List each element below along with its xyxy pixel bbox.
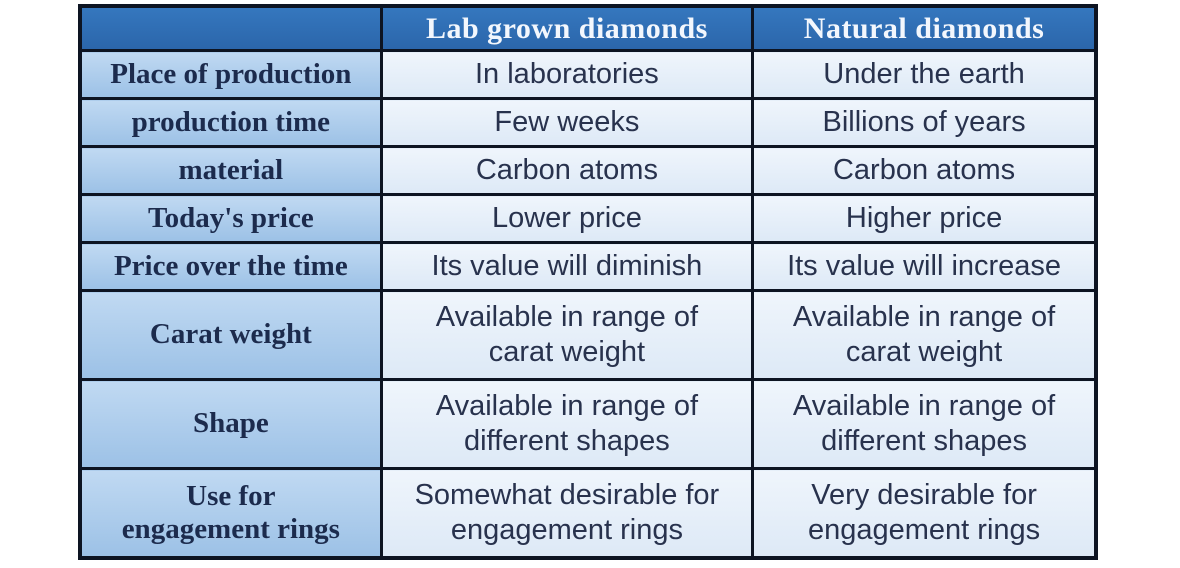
row-label: Today's price — [78, 193, 383, 244]
row-label: Shape — [78, 378, 383, 470]
natural-cell: Carbon atoms — [751, 145, 1098, 196]
lab-grown-cell: Carbon atoms — [379, 145, 755, 196]
row-label: material — [78, 145, 383, 196]
natural-cell: Its value will increase — [751, 241, 1098, 292]
header-lab-grown-diamonds: Lab grown diamonds — [379, 4, 755, 52]
lab-grown-cell: Somewhat desirable for engagement rings — [379, 467, 755, 560]
row-place-of-production: Place of production In laboratories Unde… — [78, 49, 1098, 100]
row-carat-weight: Carat weight Available in range of carat… — [78, 289, 1098, 381]
lab-grown-cell: In laboratories — [379, 49, 755, 100]
row-todays-price: Today's price Lower price Higher price — [78, 193, 1098, 244]
row-shape: Shape Available in range of different sh… — [78, 378, 1098, 470]
lab-grown-cell: Its value will diminish — [379, 241, 755, 292]
row-label: production time — [78, 97, 383, 148]
header-natural-diamonds: Natural diamonds — [751, 4, 1098, 52]
row-price-over-time: Price over the time Its value will dimin… — [78, 241, 1098, 292]
row-production-time: production time Few weeks Billions of ye… — [78, 97, 1098, 148]
row-label: Carat weight — [78, 289, 383, 381]
natural-cell: Billions of years — [751, 97, 1098, 148]
natural-cell: Available in range of different shapes — [751, 378, 1098, 470]
natural-cell: Higher price — [751, 193, 1098, 244]
row-label: Place of production — [78, 49, 383, 100]
row-use-for-engagement-rings: Use for engagement rings Somewhat desira… — [78, 467, 1098, 560]
header-corner-cell — [78, 4, 383, 52]
row-material: material Carbon atoms Carbon atoms — [78, 145, 1098, 196]
diamond-comparison-table-wrap: Lab grown diamonds Natural diamonds Plac… — [78, 4, 1098, 560]
row-label: Use for engagement rings — [78, 467, 383, 560]
lab-grown-cell: Lower price — [379, 193, 755, 244]
lab-grown-cell: Available in range of carat weight — [379, 289, 755, 381]
natural-cell: Very desirable for engagement rings — [751, 467, 1098, 560]
header-row: Lab grown diamonds Natural diamonds — [78, 4, 1098, 52]
natural-cell: Available in range of carat weight — [751, 289, 1098, 381]
lab-grown-cell: Available in range of different shapes — [379, 378, 755, 470]
lab-grown-cell: Few weeks — [379, 97, 755, 148]
diamond-comparison-table: Lab grown diamonds Natural diamonds Plac… — [78, 4, 1098, 560]
row-label: Price over the time — [78, 241, 383, 292]
natural-cell: Under the earth — [751, 49, 1098, 100]
